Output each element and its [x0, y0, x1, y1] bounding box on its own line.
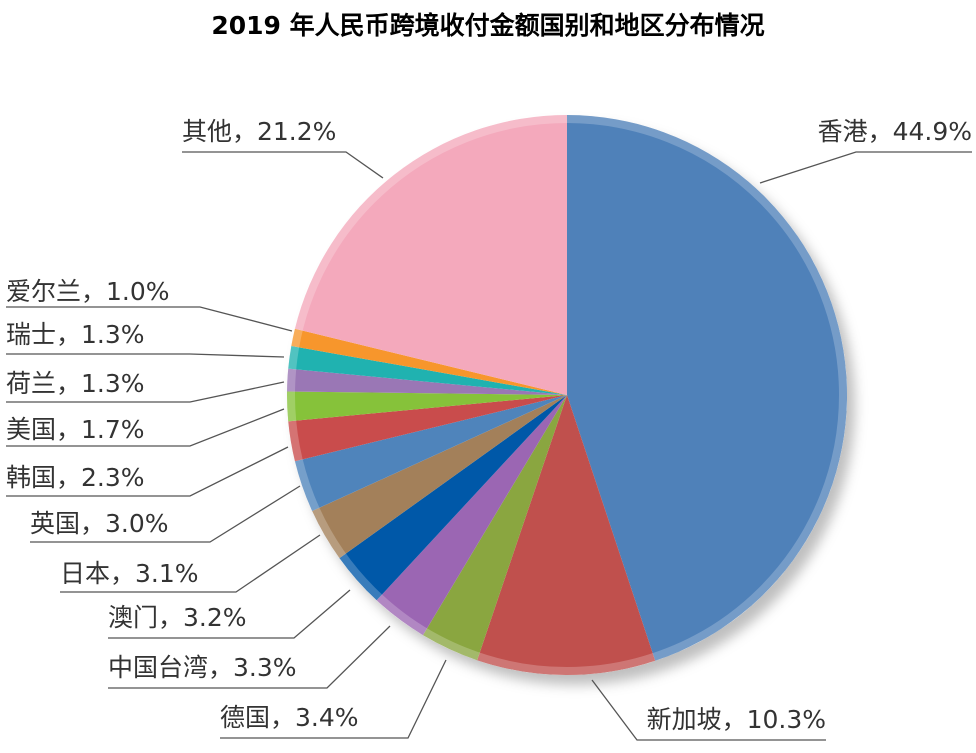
pie-slice-12: [294, 114, 567, 396]
pie-slice-6: [294, 395, 567, 512]
slice-label-12: 其他，21.2%: [182, 117, 336, 146]
slice-label-1: 新加坡，10.3%: [647, 705, 826, 734]
leader-line-5: [60, 534, 321, 593]
pie-slice-11: [291, 328, 567, 395]
slice-label-7: 韩国，2.3%: [6, 463, 145, 492]
pie-slice-2: [422, 395, 567, 661]
leader-line-10: [6, 353, 285, 358]
slice-label-5: 日本，3.1%: [60, 559, 199, 588]
leader-line-2: [220, 659, 447, 739]
leader-line-4: [108, 589, 351, 639]
leader-line-9: [6, 381, 285, 403]
leader-line-12: [182, 151, 384, 179]
leader-line-1: [591, 679, 826, 741]
leader-line-6: [30, 485, 301, 543]
pie-slice-7: [288, 395, 567, 462]
slice-label-3: 中国台湾，3.3%: [108, 653, 297, 682]
pie-slice-0: [567, 114, 848, 661]
leader-line-7: [6, 446, 289, 497]
leader-line-8: [6, 408, 285, 447]
pie-slice-9: [287, 368, 567, 395]
pie-slice-8: [286, 391, 567, 422]
slice-label-9: 荷兰，1.3%: [6, 369, 145, 398]
slice-label-11: 爱尔兰，1.0%: [6, 277, 170, 306]
slice-label-10: 瑞士，1.3%: [6, 320, 145, 349]
slice-label-6: 英国，3.0%: [30, 509, 169, 538]
pie-slice-10: [288, 345, 567, 395]
pie-slice-5: [312, 395, 567, 559]
leader-line-11: [6, 306, 293, 332]
slice-label-0: 香港，44.9%: [818, 117, 972, 146]
pie-slice-4: [339, 395, 567, 601]
slice-label-2: 德国，3.4%: [220, 703, 359, 732]
leader-line-0: [759, 151, 972, 184]
pie-slice-1: [477, 395, 656, 676]
pie-rim: [287, 115, 847, 675]
slice-label-8: 美国，1.7%: [6, 415, 145, 444]
pie-slice-3: [376, 395, 567, 636]
slice-label-4: 澳门，3.2%: [108, 603, 247, 632]
chart-title: 2019 年人民币跨境收付金额国别和地区分布情况: [211, 11, 765, 40]
leader-line-3: [108, 625, 391, 689]
